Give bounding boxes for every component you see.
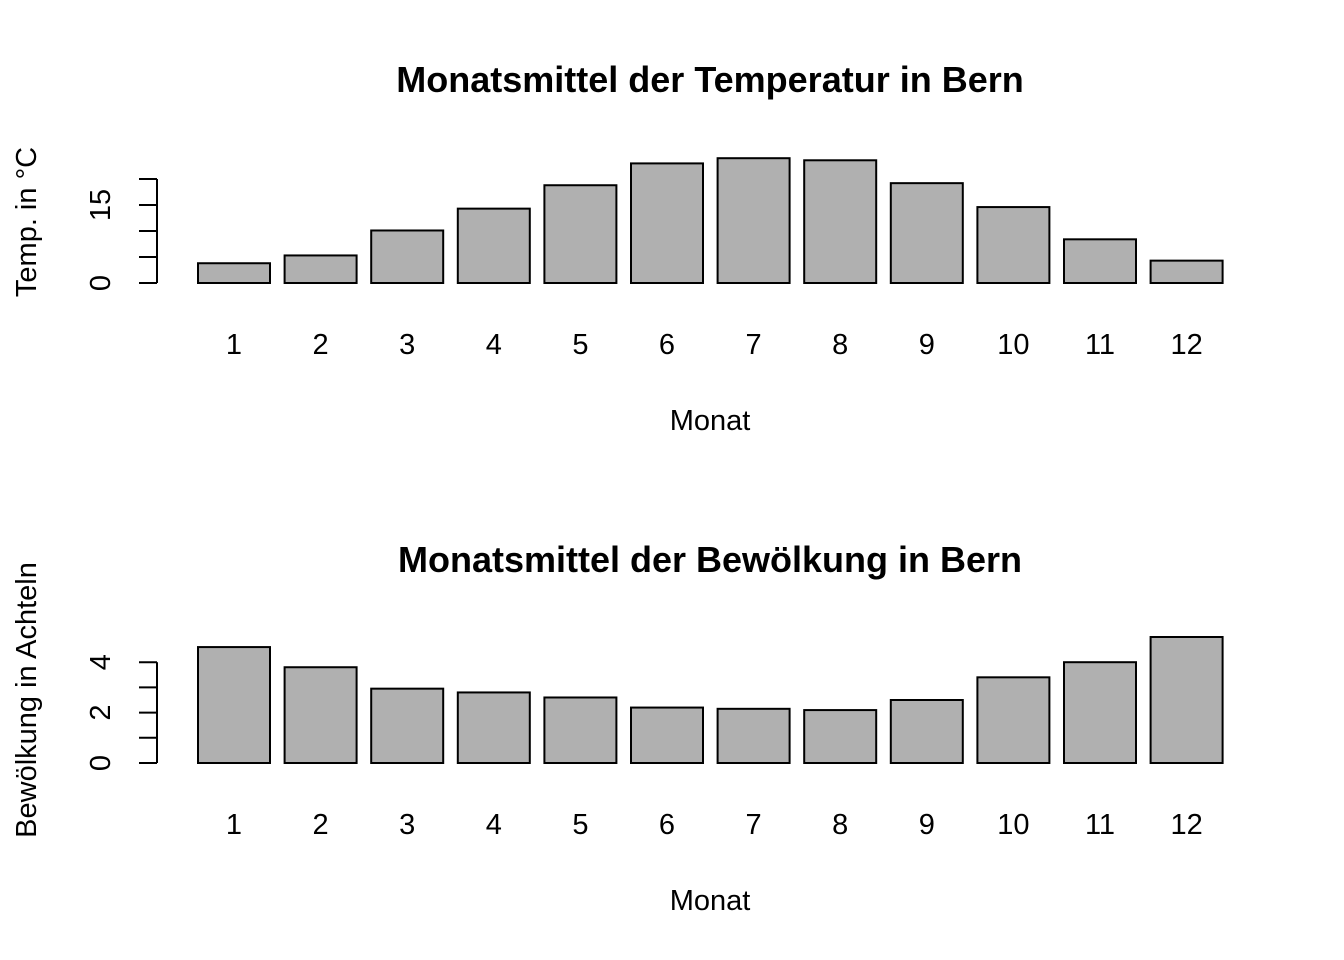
x-tick-label: 7	[746, 329, 762, 361]
x-tick-label: 4	[486, 329, 502, 361]
bar-month-9	[889, 699, 964, 764]
bar-month-5	[543, 184, 618, 285]
x-tick-label: 6	[659, 809, 675, 841]
x-tick-label: 3	[399, 809, 415, 841]
x-tick-label: 9	[919, 329, 935, 361]
x-tick-label: 10	[997, 329, 1029, 361]
bar-month-5	[543, 696, 618, 764]
x-tick-label: 1	[226, 329, 242, 361]
x-tick-label: 7	[746, 809, 762, 841]
x-tick-label: 10	[997, 809, 1029, 841]
bar-month-11	[1063, 238, 1137, 285]
bar-month-8	[803, 709, 878, 765]
y-axis-label: Bewölkung in Achteln	[11, 562, 43, 838]
chart-title: Monatsmittel der Temperatur in Bern	[396, 59, 1023, 100]
cloud-cover-chart: Monatsmittel der Bewölkung in Bern Monat…	[11, 539, 1224, 917]
bar-month-8	[803, 159, 878, 284]
bar-month-2	[283, 254, 358, 285]
x-tick-label: 2	[313, 809, 329, 841]
bar-month-11	[1063, 661, 1137, 765]
x-tick-labels: 1 2 3 4 5 6 7 8 9 10 11 12	[226, 809, 1203, 841]
x-tick-label: 5	[572, 329, 588, 361]
x-tick-label: 4	[486, 809, 502, 841]
bar-month-3	[370, 229, 445, 284]
y-tick-label: 2	[85, 705, 117, 721]
bars	[197, 157, 1224, 285]
x-tick-label: 8	[832, 329, 848, 361]
bar-month-2	[283, 666, 358, 764]
y-tick-label: 0	[85, 275, 117, 291]
bar-month-12	[1149, 259, 1224, 285]
x-tick-label: 8	[832, 809, 848, 841]
y-axis: 0 2 4	[85, 654, 158, 771]
temperature-chart: Monatsmittel der Temperatur in Bern Mona…	[11, 59, 1224, 437]
bar-month-7	[716, 707, 791, 765]
y-tick-label: 15	[85, 189, 117, 221]
bar-month-6	[630, 706, 704, 764]
x-tick-label: 1	[226, 809, 242, 841]
x-tick-labels: 1 2 3 4 5 6 7 8 9 10 11 12	[226, 329, 1203, 361]
x-tick-label: 11	[1085, 329, 1115, 361]
x-tick-label: 3	[399, 329, 415, 361]
x-tick-label: 12	[1170, 809, 1202, 841]
x-axis-label: Monat	[670, 405, 751, 437]
x-tick-label: 2	[313, 329, 329, 361]
bar-month-4	[456, 207, 531, 284]
bar-month-1	[197, 262, 271, 284]
bar-month-12	[1149, 636, 1224, 764]
bar-month-1	[197, 646, 271, 765]
y-axis: 0 15	[85, 178, 158, 291]
y-tick-label: 4	[85, 654, 117, 670]
x-tick-label: 11	[1085, 809, 1115, 841]
bar-month-10	[976, 676, 1051, 765]
bar-month-6	[630, 162, 704, 284]
bar-month-9	[889, 182, 964, 284]
y-tick-label: 0	[85, 755, 117, 771]
bar-month-10	[976, 206, 1051, 284]
x-tick-label: 5	[572, 809, 588, 841]
x-axis-label: Monat	[670, 885, 751, 917]
chart-title: Monatsmittel der Bewölkung in Bern	[398, 539, 1022, 580]
y-axis-label: Temp. in °C	[11, 147, 43, 297]
x-tick-label: 9	[919, 809, 935, 841]
bar-month-3	[370, 687, 445, 764]
x-tick-label: 6	[659, 329, 675, 361]
bars	[197, 636, 1224, 765]
bar-month-4	[456, 691, 531, 764]
bar-month-7	[716, 157, 791, 284]
x-tick-label: 12	[1170, 329, 1202, 361]
